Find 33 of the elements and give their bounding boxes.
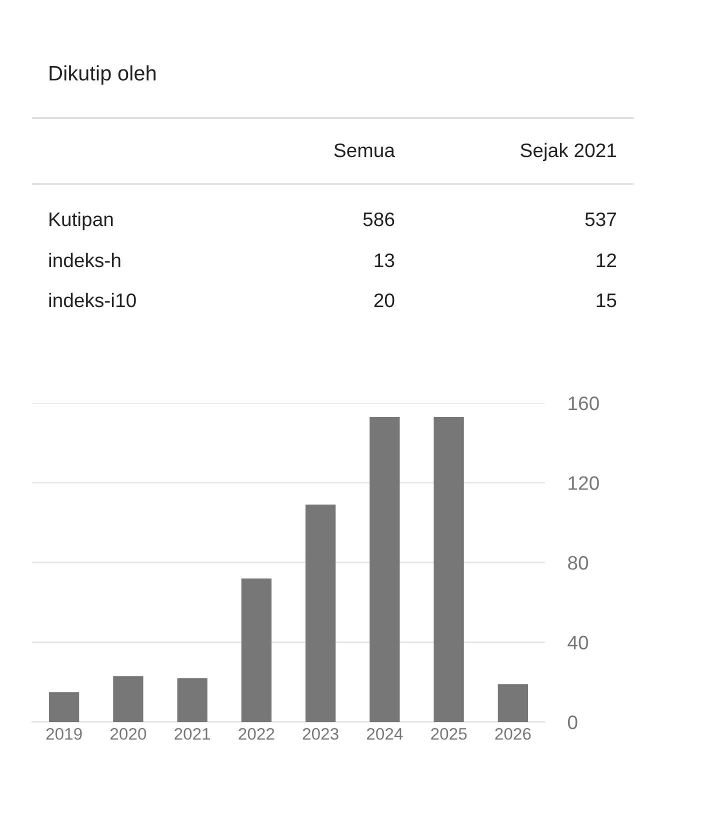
category-label: Semua	[334, 143, 395, 158]
bar	[177, 678, 208, 722]
y-tick-label: 80	[568, 556, 588, 570]
x-tick-label: 2020	[110, 728, 146, 740]
y-tick-label: 120	[568, 476, 599, 490]
x-tick-label: 2026	[495, 728, 531, 740]
text: 13	[374, 253, 394, 268]
y-tick-label: 160	[568, 396, 599, 410]
bar	[113, 676, 144, 722]
text: 537	[585, 212, 616, 226]
text: Dikutip oleh	[50, 65, 156, 85]
x-tick-label: 2021	[174, 728, 210, 740]
x-tick-label: 2024	[366, 728, 403, 740]
bar	[305, 504, 336, 722]
category-label: indeks-h	[49, 252, 120, 268]
text: 15	[596, 294, 616, 308]
y-tick-label: 0	[568, 715, 578, 730]
text: 12	[596, 253, 616, 268]
category-label: Kutipan	[50, 212, 113, 230]
bar	[434, 416, 464, 722]
bar	[241, 578, 272, 722]
category-label: indeks-i10	[49, 292, 136, 308]
y-tick-label: 40	[568, 636, 588, 650]
bar	[48, 692, 80, 722]
x-tick-label: 2023	[302, 728, 338, 740]
bar	[370, 416, 400, 722]
bar	[498, 684, 528, 722]
x-tick-label: 2019	[46, 728, 82, 740]
category-label: Sejak 2021	[520, 142, 616, 162]
text: 586	[363, 212, 394, 226]
x-tick-label: 2022	[238, 728, 274, 740]
x-tick-label: 2025	[431, 728, 467, 740]
text: 20	[374, 293, 394, 308]
